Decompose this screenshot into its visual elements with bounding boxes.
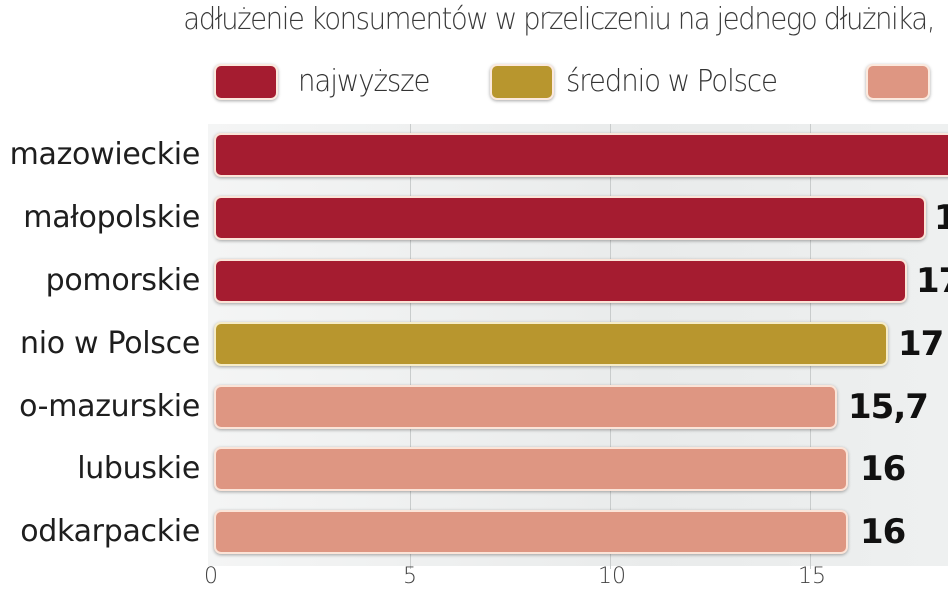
value-label: 15,7 xyxy=(848,387,929,427)
bar-row: pomorskie 17 xyxy=(0,259,948,305)
x-tick-0: 0 xyxy=(204,564,218,589)
legend: najwyższe średnio w Polsce xyxy=(214,60,948,106)
category-label: lubuskie xyxy=(77,451,200,486)
category-label: o-mazurskie xyxy=(19,389,200,424)
chart-title-container: adłużenie konsumentów w przeliczeniu na … xyxy=(0,0,948,50)
bar-row: o-mazurskie 15,7 xyxy=(0,385,948,431)
bar-warminsko-mazurskie xyxy=(214,385,837,429)
bar-malopolskie xyxy=(214,196,926,240)
legend-label-highest: najwyższe xyxy=(298,64,430,99)
value-label: 17 xyxy=(916,261,948,301)
x-tick-10: 10 xyxy=(598,564,626,589)
category-label: małopolskie xyxy=(23,200,200,235)
value-label: 17 xyxy=(898,324,944,364)
category-label: nio w Polsce xyxy=(19,326,200,361)
bar-row: nio w Polsce 17 xyxy=(0,322,948,368)
value-label: 1 xyxy=(934,198,948,238)
category-label: odkarpackie xyxy=(20,514,200,549)
bar-average-poland xyxy=(214,322,888,366)
value-label: 16 xyxy=(860,449,906,489)
bar-row: małopolskie 1 xyxy=(0,196,948,242)
bar-lubuskie xyxy=(214,447,848,491)
legend-swatch-highest xyxy=(214,64,278,100)
bar-row: mazowieckie xyxy=(0,133,948,179)
legend-swatch-average xyxy=(490,64,554,100)
bar-mazowieckie xyxy=(214,133,948,177)
category-label: mazowieckie xyxy=(9,137,200,172)
bar-pomorskie xyxy=(214,259,907,303)
value-label: 16 xyxy=(860,512,906,552)
chart-title: adłużenie konsumentów w przeliczeniu na … xyxy=(183,2,935,37)
x-tick-15: 15 xyxy=(798,564,826,589)
bar-podkarpackie xyxy=(214,510,848,554)
legend-label-average: średnio w Polsce xyxy=(566,64,778,99)
bar-row: odkarpackie 16 xyxy=(0,510,948,556)
bar-row: lubuskie 16 xyxy=(0,447,948,493)
x-tick-5: 5 xyxy=(403,564,417,589)
category-label: pomorskie xyxy=(45,263,200,298)
legend-swatch-lowest xyxy=(866,64,930,100)
